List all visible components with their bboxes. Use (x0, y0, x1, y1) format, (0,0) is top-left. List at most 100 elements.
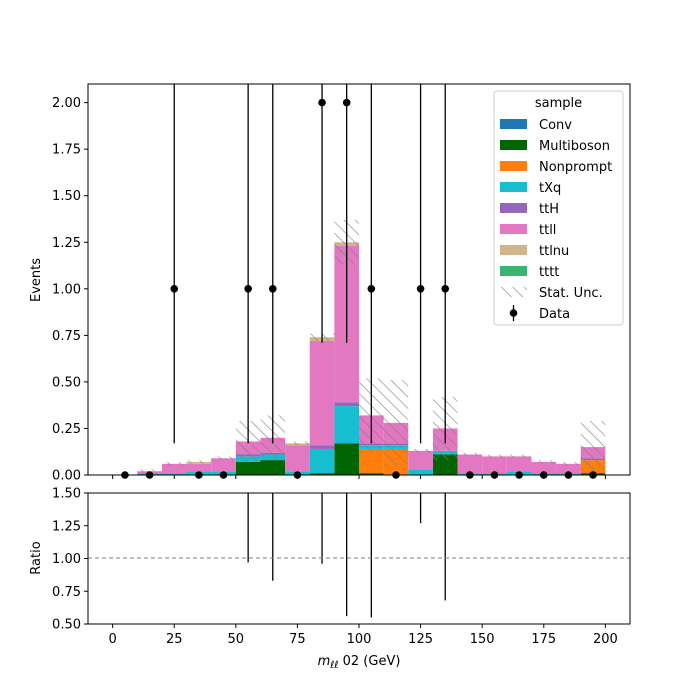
legend-swatch-ttlnu (500, 245, 527, 255)
legend-swatch-txq (500, 182, 527, 192)
y-tick-label: 1.75 (52, 143, 81, 158)
legend-swatch-conv (500, 119, 527, 129)
stat-unc-band (556, 461, 581, 466)
ratio-panel: 0.50 0.75 1.00 1.25 1.50 0 25 50 75 100 125 150 175… (29, 487, 631, 671)
stat-unc-band (457, 452, 483, 457)
y-tick-label: 0.25 (52, 422, 81, 437)
data-point (170, 285, 179, 293)
bar-multiboson (235, 461, 261, 475)
bar-ttll (482, 456, 507, 474)
y-axis-ticks: 0.00 0.25 0.50 0.75 1.00 1.25 1.50 1.75 2.00 (52, 96, 88, 484)
data-point (367, 285, 376, 293)
data-point (441, 285, 450, 293)
legend-label: Stat. Unc. (539, 286, 603, 301)
legend-label: ttH (539, 202, 559, 217)
legend-label: ttlnu (539, 244, 569, 259)
bar-ttll (309, 340, 335, 446)
x-axis-ticks-main (112, 475, 606, 479)
ratio-y-ticks: 0.50 0.75 1.00 1.25 1.50 (52, 487, 88, 633)
legend-label: Multiboson (539, 139, 610, 154)
x-tick-label: 100 (347, 632, 372, 647)
legend-swatch-nonprompt (500, 161, 527, 171)
ratio-axis-label: Ratio (29, 541, 44, 574)
ratio-y-tick-label: 0.75 (52, 585, 81, 600)
bar-ttll (211, 458, 236, 472)
ratio-y-tick-label: 1.00 (52, 552, 81, 567)
y-tick-label: 0.00 (52, 469, 81, 484)
bar-txq (161, 473, 187, 475)
bar-ttll (556, 463, 581, 474)
ratio-y-tick-label: 1.25 (52, 519, 81, 534)
bar-ttll (285, 445, 310, 472)
bar-txq (408, 469, 433, 475)
y-tick-label: 0.50 (52, 375, 81, 390)
ratio-y-tick-label: 0.50 (52, 618, 81, 633)
x-tick-label: 0 (108, 632, 116, 647)
legend-swatch-multiboson (500, 140, 527, 150)
stat-unc-band (186, 460, 212, 464)
stat-unc-band (211, 456, 236, 461)
legend-label: Nonprompt (539, 160, 612, 175)
x-tick-label: 25 (166, 632, 183, 647)
legend-swatch-ttll (500, 224, 527, 234)
legend-label: tXq (539, 181, 561, 196)
legend-label: Data (539, 307, 570, 322)
legend-label: Conv (539, 118, 572, 133)
bar-tth (309, 445, 335, 449)
bar-multiboson (309, 473, 335, 475)
data-points (121, 84, 597, 479)
legend: sample Conv Multiboson Nonprompt tXq ttH ttll t… (493, 90, 624, 326)
legend-label: ttll (539, 223, 556, 238)
y-tick-label: 0.75 (52, 329, 81, 344)
x-tick-label: 75 (289, 632, 306, 647)
legend-swatch-stat-unc (500, 287, 527, 297)
x-axis-label: mℓℓ 02 (GeV) (318, 654, 401, 671)
y-tick-label: 1.25 (52, 236, 81, 251)
data-point (268, 285, 277, 293)
y-tick-label: 1.00 (52, 282, 81, 297)
x-tick-label: 175 (531, 632, 556, 647)
legend-swatch-tttt (500, 266, 527, 276)
legend-title: sample (535, 96, 582, 111)
y-axis-label: Events (29, 258, 44, 302)
bar-ttll (161, 463, 187, 474)
main-panel: 0.00 0.25 0.50 0.75 1.00 1.25 1.50 1.75 2.00 Eve… (29, 83, 631, 484)
ratio-y-tick-label: 1.50 (52, 487, 81, 502)
bar-multiboson (260, 460, 286, 475)
data-point (318, 98, 326, 107)
data-point (244, 285, 252, 293)
bar-nonprompt (359, 448, 384, 474)
bar-ttll (457, 454, 483, 474)
bar-multiboson (359, 473, 384, 475)
x-tick-label: 200 (593, 632, 618, 647)
data-point (416, 285, 425, 293)
ratio-error-bars (247, 493, 446, 618)
ratio-plot-frame (87, 492, 631, 625)
y-tick-label: 1.50 (52, 189, 81, 204)
x-axis-ticks: 0 25 50 75 100 125 150 175 200 (108, 624, 618, 647)
stat-unc-band (383, 380, 409, 466)
bar-txq (309, 448, 335, 474)
bar-txq (334, 406, 359, 444)
bar-ttll (186, 463, 212, 472)
y-tick-label: 2.00 (52, 96, 81, 111)
stat-unc-band (531, 460, 557, 464)
bar-ttll (408, 450, 433, 470)
stat-unc-band (161, 461, 187, 466)
x-tick-label: 125 (408, 632, 433, 647)
legend-data-marker (509, 309, 518, 317)
stat-unc-band (506, 454, 532, 459)
legend-swatch-tth (500, 203, 527, 213)
legend-label: tttt (539, 265, 559, 280)
bar-multiboson (334, 443, 359, 475)
bar-ttll (506, 456, 532, 472)
stat-unc-band (482, 454, 507, 459)
stat-unc-band (285, 441, 310, 446)
bar-tth (334, 402, 359, 407)
x-tick-label: 50 (228, 632, 245, 647)
stat-unc-band (408, 448, 433, 453)
data-point (342, 98, 351, 107)
stat-unc-band (580, 421, 606, 474)
bar-ttll (531, 461, 557, 474)
